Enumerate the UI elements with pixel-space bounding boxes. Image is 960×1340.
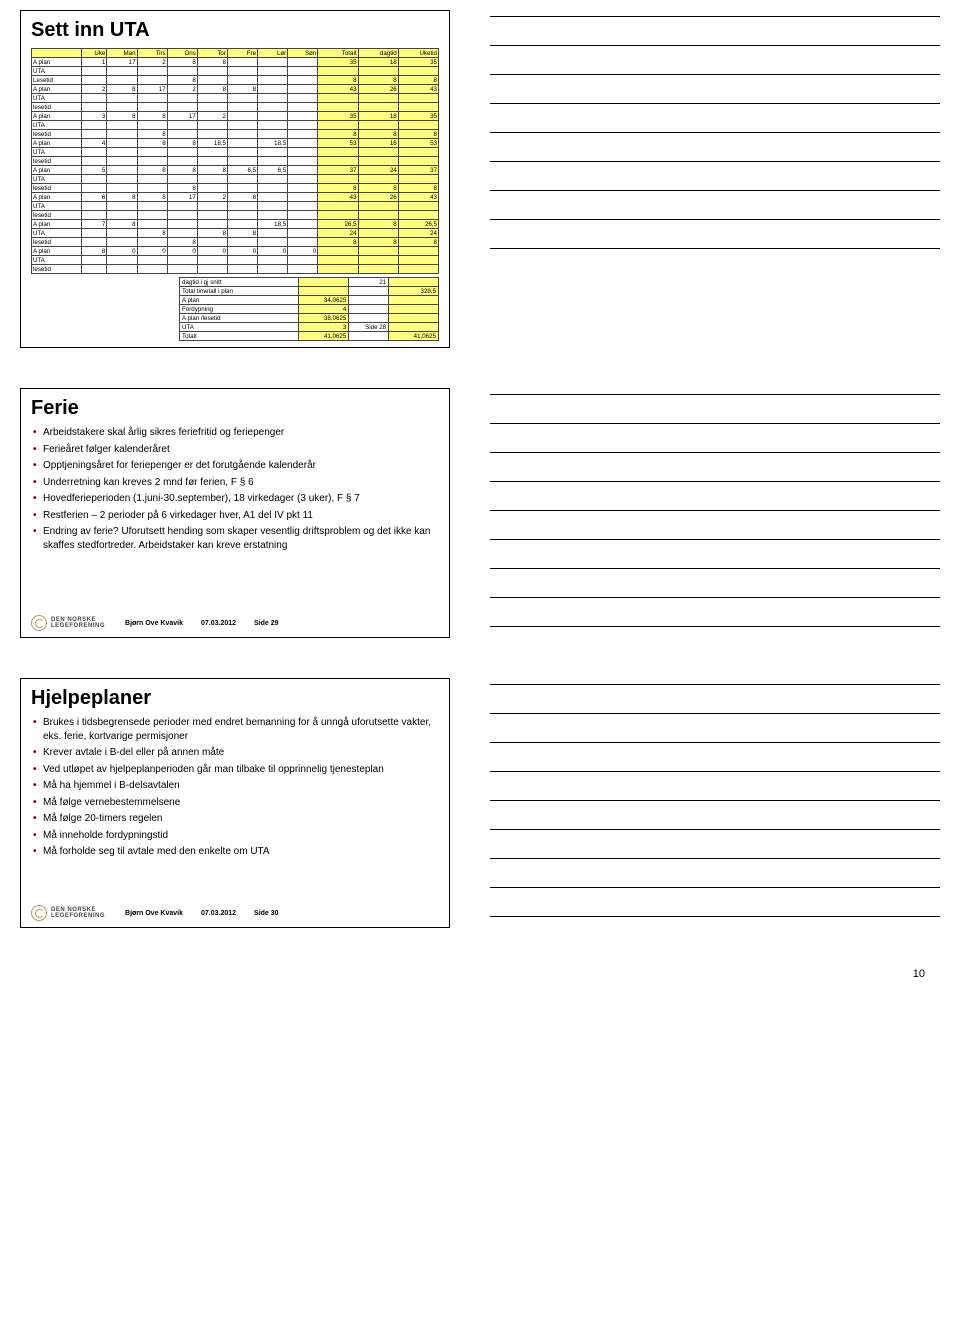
slide-row-1: Sett inn UTA UkeManTirsOnsTorFreLørSønTo… — [20, 10, 940, 348]
note-line — [490, 510, 940, 511]
slide-3-bullets: Brukes i tidsbegrensede perioder med end… — [31, 716, 439, 859]
bullet-item: Må følge vernebestemmelsene — [33, 796, 439, 810]
slide-1-body: UkeManTirsOnsTorFreLørSønTotaltdagtidUke… — [31, 48, 439, 341]
footer-side: Side 29 — [254, 620, 279, 627]
note-line — [490, 829, 940, 830]
bullet-item: Må forholde seg til avtale med den enkel… — [33, 845, 439, 859]
note-line — [490, 626, 940, 627]
logo-icon: DEN NORSKELEGEFORENING — [31, 615, 105, 631]
slide-3-footer: DEN NORSKELEGEFORENING Bjørn Ove Kvavik … — [31, 905, 439, 921]
note-line — [490, 132, 940, 133]
note-line — [490, 887, 940, 888]
note-line — [490, 16, 940, 17]
footer-date: 07.03.2012 — [201, 910, 236, 917]
note-line — [490, 568, 940, 569]
page-number: 10 — [20, 968, 940, 980]
slide-1: Sett inn UTA UkeManTirsOnsTorFreLørSønTo… — [20, 10, 450, 348]
slide-3-title: Hjelpeplaner — [31, 687, 439, 710]
slide-3: Hjelpeplaner Brukes i tidsbegrensede per… — [20, 678, 450, 928]
logo-icon: DEN NORSKELEGEFORENING — [31, 905, 105, 921]
bullet-item: Restferien – 2 perioder på 6 virkedager … — [33, 509, 439, 523]
slide-2-bullets: Arbeidstakere skal årlig sikres feriefri… — [31, 426, 439, 552]
note-line — [490, 916, 940, 917]
note-line — [490, 481, 940, 482]
note-line — [490, 771, 940, 772]
slide-2: Ferie Arbeidstakere skal årlig sikres fe… — [20, 388, 450, 638]
bullet-item: Ferieåret følger kalenderåret — [33, 443, 439, 457]
bullet-item: Ved utløpet av hjelpeplanperioden går ma… — [33, 763, 439, 777]
note-line — [490, 394, 940, 395]
note-line — [490, 539, 940, 540]
summary-table: dagtid i gj snitt21Total timetall i plan… — [179, 277, 439, 341]
footer-author: Bjørn Ove Kvavik — [125, 620, 183, 627]
note-line — [490, 858, 940, 859]
note-line — [490, 248, 940, 249]
bullet-item: Krever avtale i B-del eller på annen måt… — [33, 746, 439, 760]
bullet-item: Opptjeningsåret for feriepenger er det f… — [33, 459, 439, 473]
note-line — [490, 452, 940, 453]
note-line — [490, 190, 940, 191]
note-line — [490, 103, 940, 104]
note-line — [490, 74, 940, 75]
note-line — [490, 800, 940, 801]
note-line — [490, 423, 940, 424]
note-line — [490, 219, 940, 220]
footer-side: Side 30 — [254, 910, 279, 917]
notes-lines-1 — [490, 10, 940, 348]
note-line — [490, 684, 940, 685]
slide-2-title: Ferie — [31, 397, 439, 420]
slide-1-title: Sett inn UTA — [31, 19, 439, 42]
slide-row-2: Ferie Arbeidstakere skal årlig sikres fe… — [20, 388, 940, 638]
bullet-item: Arbeidstakere skal årlig sikres feriefri… — [33, 426, 439, 440]
bullet-item: Underretning kan kreves 2 mnd før ferien… — [33, 476, 439, 490]
bullet-item: Hovedferieperioden (1.juni-30.september)… — [33, 492, 439, 506]
bullet-item: Må følge 20-timers regelen — [33, 812, 439, 826]
note-line — [490, 45, 940, 46]
slide-row-3: Hjelpeplaner Brukes i tidsbegrensede per… — [20, 678, 940, 928]
footer-author: Bjørn Ove Kvavik — [125, 910, 183, 917]
bullet-item: Endring av ferie? Uforutsett hending som… — [33, 525, 439, 552]
notes-lines-2 — [490, 388, 940, 638]
note-line — [490, 161, 940, 162]
plan-table: UkeManTirsOnsTorFreLørSønTotaltdagtidUke… — [31, 48, 439, 274]
bullet-item: Må inneholde fordypningstid — [33, 829, 439, 843]
footer-date: 07.03.2012 — [201, 620, 236, 627]
bullet-item: Brukes i tidsbegrensede perioder med end… — [33, 716, 439, 743]
slide-2-footer: DEN NORSKELEGEFORENING Bjørn Ove Kvavik … — [31, 615, 439, 631]
notes-lines-3 — [490, 678, 940, 928]
note-line — [490, 742, 940, 743]
note-line — [490, 713, 940, 714]
note-line — [490, 597, 940, 598]
bullet-item: Må ha hjemmel i B-delsavtalen — [33, 779, 439, 793]
